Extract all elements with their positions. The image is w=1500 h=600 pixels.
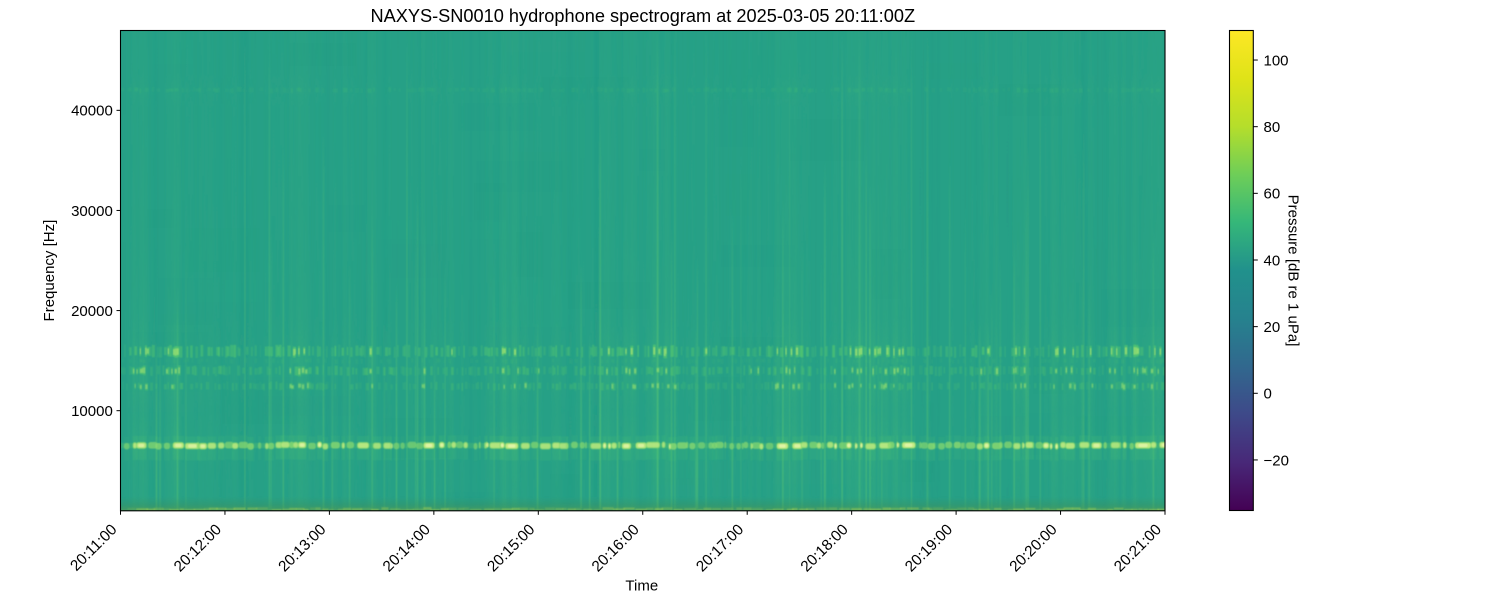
svg-text:−20: −20 <box>1264 452 1289 469</box>
svg-text:80: 80 <box>1264 119 1281 136</box>
svg-text:30000: 30000 <box>71 203 113 220</box>
svg-text:0: 0 <box>1264 386 1272 403</box>
svg-text:20000: 20000 <box>71 303 113 320</box>
svg-text:20: 20 <box>1264 319 1281 336</box>
svg-text:40000: 40000 <box>71 103 113 120</box>
svg-text:Pressure [dB re 1 uPa]: Pressure [dB re 1 uPa] <box>1285 195 1302 347</box>
svg-text:NAXYS-SN0010 hydrophone spectr: NAXYS-SN0010 hydrophone spectrogram at 2… <box>370 6 915 26</box>
svg-text:60: 60 <box>1264 186 1281 203</box>
svg-text:Time: Time <box>625 578 658 595</box>
svg-text:40: 40 <box>1264 252 1281 269</box>
svg-text:Frequency [Hz]: Frequency [Hz] <box>41 220 58 322</box>
svg-text:10000: 10000 <box>71 403 113 420</box>
svg-text:100: 100 <box>1264 52 1289 69</box>
